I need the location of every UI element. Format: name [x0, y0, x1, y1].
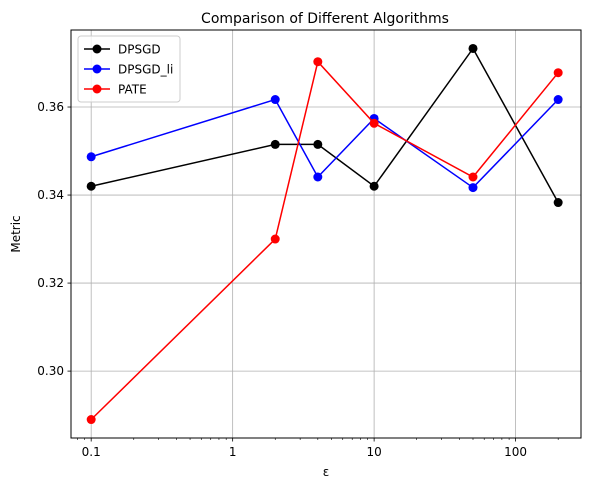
series-line — [90, 98, 559, 189]
legend-item: DPSGD — [84, 43, 161, 57]
data-point — [369, 118, 379, 128]
plot-frame — [70, 29, 582, 439]
y-axis-label: Metric — [9, 215, 23, 252]
data-point — [270, 234, 280, 244]
y-tick-label: 0.30 — [37, 364, 64, 378]
series-dpsgd — [86, 43, 563, 208]
legend-item: DPSGD_li — [84, 63, 173, 77]
y-tick-label: 0.32 — [37, 276, 64, 290]
x-tick-label: 0.1 — [82, 445, 101, 459]
legend-marker — [92, 64, 102, 74]
data-point — [270, 139, 280, 149]
data-point — [313, 172, 323, 182]
data-point — [86, 181, 96, 191]
data-point — [553, 68, 563, 78]
chart-title: Comparison of Different Algorithms — [201, 11, 449, 27]
series-dpsgd-li — [86, 95, 563, 193]
x-axis-ticks: 0.1 1 10 100 — [77, 438, 559, 459]
data-point — [468, 183, 478, 193]
series-line — [90, 60, 559, 421]
x-axis-label: ε — [323, 465, 330, 479]
series-pate — [86, 57, 563, 425]
data-point — [313, 57, 323, 67]
legend-box — [77, 35, 181, 103]
legend-label: PATE — [118, 83, 147, 97]
series-layer — [86, 43, 563, 425]
data-point — [553, 95, 563, 105]
legend-item: PATE — [84, 83, 147, 97]
legend: DPSGD DPSGD_li PATE — [77, 35, 181, 103]
legend-marker — [92, 44, 102, 54]
x-tick-label: 1 — [229, 445, 237, 459]
legend-label: DPSGD_li — [118, 63, 173, 77]
grid-lines — [71, 30, 581, 438]
legend-label: DPSGD — [118, 43, 161, 57]
series-line — [91, 47, 559, 203]
y-tick-label: 0.36 — [37, 100, 64, 114]
data-point — [553, 198, 563, 208]
data-point — [270, 95, 280, 105]
data-point — [86, 152, 96, 162]
data-point — [468, 43, 478, 53]
data-point — [468, 172, 478, 182]
data-point — [369, 181, 379, 191]
data-point — [86, 415, 96, 425]
y-tick-label: 0.34 — [37, 188, 64, 202]
y-axis-ticks: 0.30 0.32 0.34 0.36 — [37, 100, 71, 378]
x-tick-label: 10 — [366, 445, 381, 459]
x-tick-label: 100 — [504, 445, 527, 459]
legend-marker — [92, 84, 102, 94]
data-point — [313, 139, 323, 149]
